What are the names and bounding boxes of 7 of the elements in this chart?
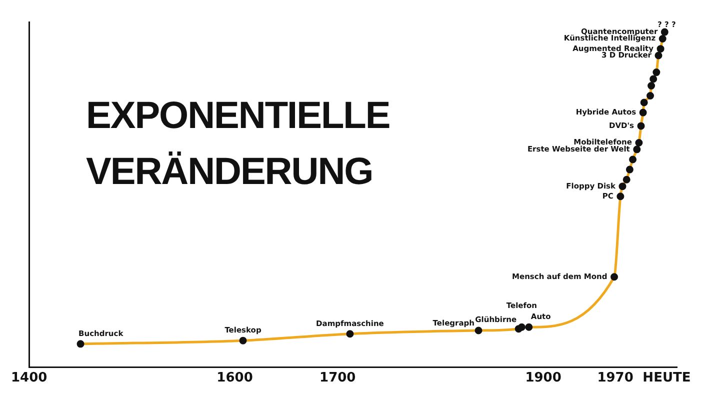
x-tick-label: 1900	[525, 370, 562, 386]
x-tick-label: 1600	[216, 370, 253, 386]
x-tick-label: 1700	[320, 370, 356, 386]
text: EXPONENTIELLE VERÄNDERUNG	[86, 94, 390, 195]
x-tick-label: 1400	[10, 370, 48, 386]
x-tick-label: 1970	[597, 370, 634, 386]
x-tick-label: HEUTE	[642, 370, 691, 386]
